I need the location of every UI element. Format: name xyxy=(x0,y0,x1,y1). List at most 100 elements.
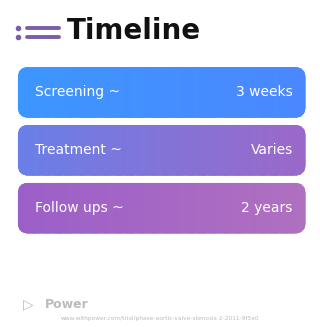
Bar xyxy=(31,125,32,176)
Bar xyxy=(84,125,85,176)
Bar xyxy=(189,67,191,118)
Bar xyxy=(278,125,280,176)
Bar xyxy=(176,125,178,176)
Bar xyxy=(56,125,58,176)
Bar xyxy=(291,183,293,233)
Bar xyxy=(208,67,209,118)
Bar xyxy=(287,67,289,118)
Bar xyxy=(156,67,157,118)
Bar xyxy=(255,183,257,233)
Bar xyxy=(225,125,227,176)
Bar xyxy=(65,125,67,176)
Bar xyxy=(297,183,299,233)
Bar xyxy=(125,183,127,233)
Bar xyxy=(148,183,150,233)
Bar xyxy=(107,67,108,118)
Bar xyxy=(23,125,25,176)
Bar xyxy=(192,183,193,233)
Bar xyxy=(255,67,257,118)
Bar xyxy=(71,125,72,176)
Bar xyxy=(111,125,113,176)
Bar xyxy=(71,67,72,118)
Bar xyxy=(58,125,60,176)
Bar xyxy=(175,183,176,233)
Bar xyxy=(83,183,84,233)
Bar xyxy=(35,183,36,233)
Bar xyxy=(26,67,28,118)
Bar xyxy=(124,67,126,118)
Bar xyxy=(188,125,189,176)
Bar xyxy=(177,183,179,233)
Bar xyxy=(236,125,238,176)
Bar xyxy=(176,67,178,118)
Bar xyxy=(108,125,110,176)
Bar xyxy=(232,67,234,118)
Bar xyxy=(236,183,238,233)
Bar xyxy=(25,67,26,118)
Bar xyxy=(196,125,198,176)
Bar xyxy=(268,183,270,233)
Bar xyxy=(190,183,192,233)
Bar xyxy=(62,125,64,176)
Bar xyxy=(29,183,31,233)
Bar xyxy=(202,125,204,176)
Bar xyxy=(94,125,95,176)
Bar xyxy=(53,67,55,118)
Bar xyxy=(218,125,220,176)
Bar xyxy=(169,183,170,233)
Bar xyxy=(242,125,244,176)
Bar xyxy=(51,125,52,176)
Bar xyxy=(292,183,294,233)
Bar xyxy=(131,125,133,176)
Bar xyxy=(20,125,22,176)
Bar xyxy=(260,125,261,176)
Bar xyxy=(64,125,65,176)
Bar xyxy=(278,183,280,233)
Bar xyxy=(272,125,274,176)
Bar xyxy=(267,67,268,118)
Bar xyxy=(79,183,81,233)
Bar xyxy=(33,67,35,118)
Bar xyxy=(301,183,303,233)
Bar xyxy=(74,125,75,176)
Bar xyxy=(150,67,152,118)
Bar xyxy=(215,67,216,118)
Text: 3 weeks: 3 weeks xyxy=(236,85,293,99)
Bar xyxy=(139,183,140,233)
Bar xyxy=(247,125,248,176)
Bar xyxy=(232,183,234,233)
Bar xyxy=(143,183,145,233)
Bar xyxy=(117,183,118,233)
Bar xyxy=(69,125,71,176)
Bar xyxy=(156,183,157,233)
Bar xyxy=(303,183,304,233)
Bar xyxy=(113,125,114,176)
Bar xyxy=(38,67,39,118)
Bar xyxy=(69,183,71,233)
Bar xyxy=(269,67,271,118)
Bar xyxy=(292,67,294,118)
Bar xyxy=(92,183,94,233)
Bar xyxy=(236,67,238,118)
Bar xyxy=(231,67,232,118)
Bar xyxy=(45,183,47,233)
Bar xyxy=(218,183,220,233)
Bar xyxy=(245,67,247,118)
Bar xyxy=(72,183,74,233)
Bar xyxy=(268,125,270,176)
Bar xyxy=(188,67,189,118)
Bar xyxy=(84,183,85,233)
Bar xyxy=(292,125,294,176)
Bar xyxy=(285,67,287,118)
Bar xyxy=(280,125,281,176)
Bar xyxy=(146,67,147,118)
Text: www.withpower.com/trial/phase-aortic-valve-stenosis-2-2011-9f5a0: www.withpower.com/trial/phase-aortic-val… xyxy=(61,316,259,321)
Bar xyxy=(102,125,104,176)
Bar xyxy=(175,67,176,118)
Bar xyxy=(154,67,156,118)
Bar xyxy=(18,67,19,118)
Bar xyxy=(153,183,155,233)
Bar xyxy=(67,125,68,176)
Bar xyxy=(179,125,180,176)
Bar xyxy=(114,125,116,176)
